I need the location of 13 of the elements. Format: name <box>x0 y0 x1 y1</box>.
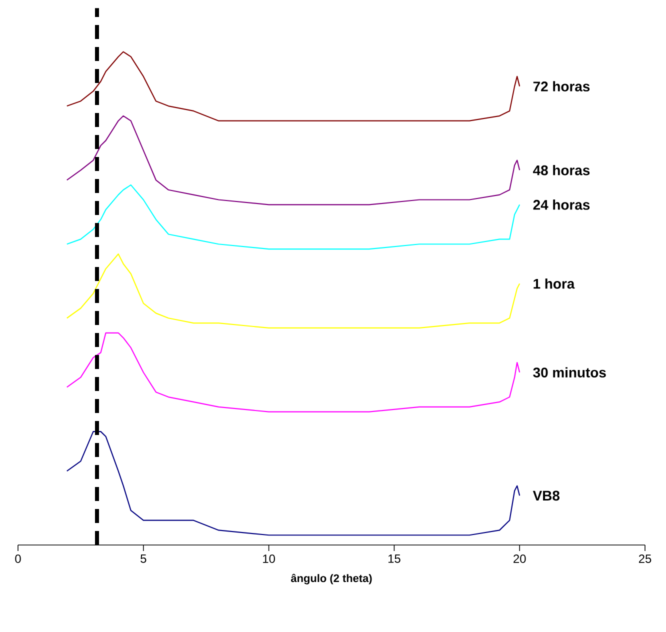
series-label: 24 horas <box>533 200 590 210</box>
x-tick-label: 20 <box>514 554 526 563</box>
series-label: 30 minutos <box>533 367 606 378</box>
x-tick-label: 10 <box>263 554 275 563</box>
x-tick-label: 0 <box>15 554 21 563</box>
x-tick-label: 25 <box>638 554 652 563</box>
series-label: 72 horas <box>533 81 590 92</box>
x-axis-title: ângulo (2 theta) <box>290 574 372 584</box>
series-label: 1 hora <box>534 278 575 289</box>
series-label: 48 horas <box>533 165 590 176</box>
x-tick-label: 5 <box>140 554 146 563</box>
series-label: VB8 <box>532 490 560 501</box>
x-tick-label: 15 <box>388 554 400 563</box>
